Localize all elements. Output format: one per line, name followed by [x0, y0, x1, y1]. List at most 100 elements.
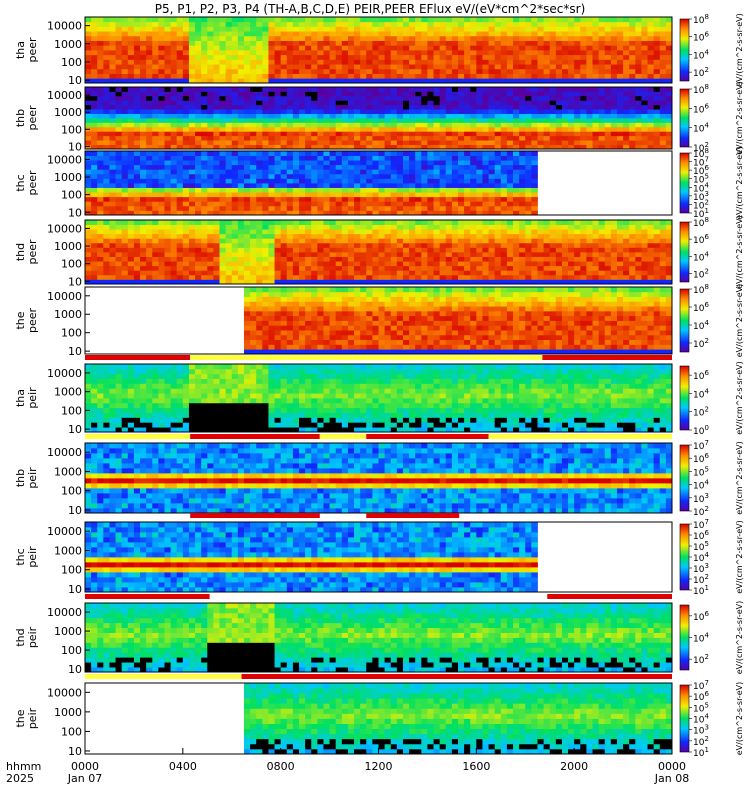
heatmap-cell	[335, 35, 343, 41]
heatmap-cell	[121, 187, 129, 193]
heatmap-cell	[488, 87, 496, 92]
colorbar-exponent: 8	[704, 13, 708, 21]
heatmap-cell	[292, 279, 300, 285]
colorbar-tick-label: 102	[693, 198, 709, 211]
heatmap-cell	[109, 233, 116, 239]
heatmap-cell	[152, 78, 159, 84]
heatmap-cell	[164, 21, 171, 27]
heatmap-cell	[659, 35, 667, 41]
heatmap-cell	[409, 164, 416, 170]
heatmap-cell	[561, 274, 569, 280]
heatmap-cell	[176, 87, 184, 92]
heatmap-cell	[274, 265, 282, 271]
heatmap-cell	[268, 151, 275, 156]
heatmap-cell	[635, 109, 642, 114]
heatmap-cell	[305, 164, 312, 170]
heatmap-cell	[91, 196, 98, 202]
heatmap-cell	[225, 196, 233, 202]
heatmap-cell	[213, 229, 220, 235]
heatmap-cell	[170, 183, 178, 188]
heatmap-cell	[146, 144, 153, 150]
colorbar	[679, 18, 690, 82]
heatmap-cell	[390, 45, 398, 51]
heatmap-cell	[531, 45, 538, 51]
heatmap-cell	[378, 279, 386, 285]
heatmap-cell	[543, 40, 551, 46]
heatmap-cell	[115, 73, 123, 79]
heatmap-cell	[586, 242, 593, 248]
heatmap-cell	[188, 183, 196, 188]
heatmap-cell	[237, 247, 245, 253]
heatmap-cell	[158, 178, 165, 184]
heatmap-cell	[219, 247, 227, 253]
heatmap-cell	[243, 100, 251, 106]
heatmap-cell	[555, 40, 563, 46]
heatmap-cell	[604, 95, 612, 101]
heatmap-cell	[329, 68, 337, 74]
heatmap-cell	[427, 95, 434, 101]
heatmap-cell	[188, 238, 196, 244]
heatmap-cell	[97, 151, 104, 156]
heatmap-cell	[213, 265, 220, 271]
heatmap-cell	[311, 135, 318, 141]
heatmap-cell	[182, 35, 190, 41]
heatmap-cell	[121, 144, 129, 150]
heatmap-cell	[464, 118, 471, 123]
heatmap-cell	[323, 160, 330, 166]
heatmap-cell	[488, 155, 496, 161]
heatmap-cell	[299, 122, 306, 128]
heatmap-cell	[170, 196, 178, 202]
heatmap-cell	[329, 201, 337, 207]
heatmap-cell	[286, 109, 294, 114]
heatmap-cell	[500, 135, 508, 141]
heatmap-cell	[225, 40, 233, 46]
heatmap-cell	[635, 113, 642, 119]
heatmap-cell	[237, 54, 245, 60]
heatmap-cell	[653, 144, 661, 150]
heatmap-cell	[133, 201, 141, 207]
heatmap-cell	[390, 50, 398, 56]
heatmap-cell	[555, 78, 563, 84]
heatmap-cell	[641, 122, 648, 128]
heatmap-cell	[323, 104, 330, 110]
heatmap-cell	[341, 45, 349, 51]
heatmap-cell	[335, 131, 343, 137]
heatmap-cell	[133, 45, 141, 51]
y-tick-label: 1000	[54, 38, 82, 51]
heatmap-cell	[464, 196, 471, 202]
heatmap-cell	[250, 187, 257, 193]
heatmap-cell	[305, 45, 312, 51]
heatmap-cell	[555, 265, 563, 271]
heatmap-thd_peer	[85, 220, 673, 285]
heatmap-cell	[140, 91, 147, 97]
heatmap-cell	[207, 178, 214, 184]
heatmap-cell	[121, 233, 129, 239]
heatmap-cell	[409, 187, 416, 193]
heatmap-cell	[115, 270, 123, 276]
heatmap-cell	[237, 104, 245, 110]
heatmap-cell	[433, 68, 441, 74]
heatmap-cell	[488, 113, 496, 119]
heatmap-cell	[109, 224, 116, 230]
heatmap-cell	[140, 100, 147, 106]
heatmap-cell	[409, 59, 416, 65]
heatmap-cell	[299, 229, 306, 235]
heatmap-cell	[415, 64, 422, 70]
heatmap-cell	[415, 87, 422, 92]
heatmap-cell	[433, 238, 441, 244]
heatmap-cell	[347, 205, 355, 211]
heatmap-cell	[329, 31, 337, 37]
colorbar-base: 10	[693, 51, 705, 61]
heatmap-cell	[213, 224, 220, 230]
heatmap-cell	[360, 59, 367, 65]
heatmap-cell	[256, 274, 263, 280]
heatmap-cell	[641, 54, 648, 60]
heatmap-cell	[427, 91, 434, 97]
heatmap-cell	[182, 31, 190, 37]
heatmap-cell	[133, 192, 141, 198]
heatmap-cell	[390, 261, 398, 267]
heatmap-cell	[207, 224, 214, 230]
heatmap-cell	[256, 31, 263, 37]
heatmap-cell	[623, 26, 630, 32]
heatmap-cell	[488, 100, 496, 106]
